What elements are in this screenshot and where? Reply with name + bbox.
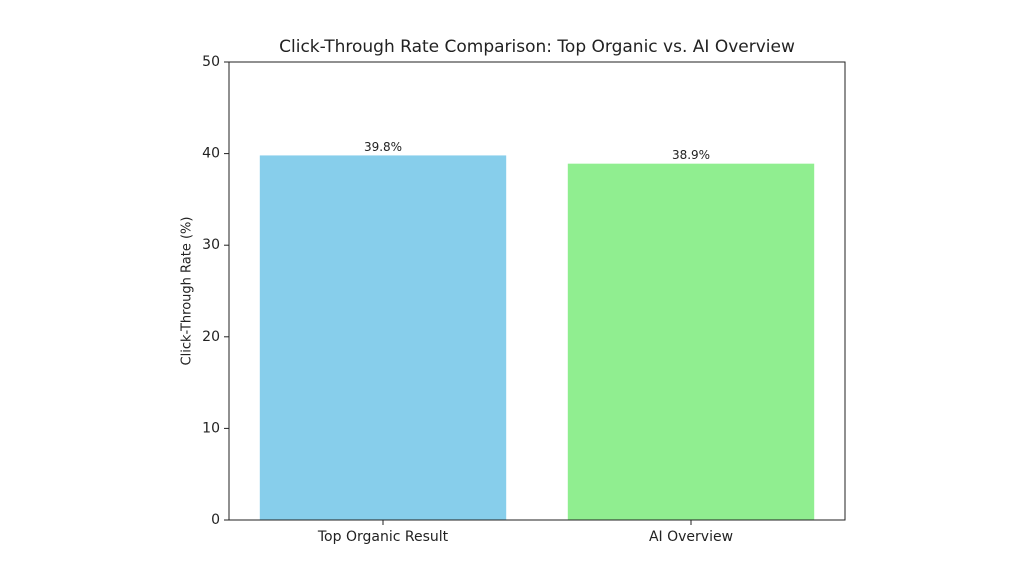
plot-frame	[228, 61, 846, 521]
y-tick-label: 40	[202, 146, 220, 162]
bar	[567, 163, 815, 520]
y-tick-label: 10	[202, 420, 220, 436]
bar	[259, 155, 507, 520]
y-axis-label: Click-Through Rate (%)	[180, 217, 195, 366]
value-label: 38.9%	[672, 148, 710, 162]
value-label: 39.8%	[364, 140, 402, 154]
x-tick-label: Top Organic Result	[317, 529, 449, 545]
y-tick-label: 0	[211, 512, 220, 528]
y-tick-label: 50	[202, 54, 220, 70]
x-tick-label: AI Overview	[649, 529, 733, 545]
y-tick-label: 20	[202, 329, 220, 345]
y-tick-label: 30	[202, 237, 220, 253]
chart-title: Click-Through Rate Comparison: Top Organ…	[279, 37, 795, 57]
